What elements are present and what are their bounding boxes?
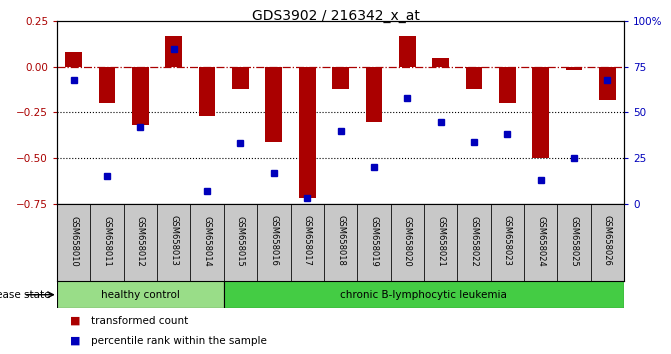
Text: GSM658010: GSM658010 xyxy=(69,216,79,266)
Text: ■: ■ xyxy=(70,336,81,346)
Text: GSM658016: GSM658016 xyxy=(269,216,278,266)
Text: GSM658024: GSM658024 xyxy=(536,216,545,266)
Bar xyxy=(590,204,624,281)
Text: GSM658021: GSM658021 xyxy=(436,216,445,266)
Text: GDS3902 / 216342_x_at: GDS3902 / 216342_x_at xyxy=(252,9,419,23)
Bar xyxy=(166,36,182,67)
Bar xyxy=(91,204,123,281)
Bar xyxy=(299,67,315,198)
Bar xyxy=(524,204,558,281)
Bar xyxy=(224,281,624,308)
Bar xyxy=(57,204,91,281)
Bar xyxy=(357,204,391,281)
Bar xyxy=(499,67,515,103)
Text: GSM658013: GSM658013 xyxy=(169,216,178,266)
Text: transformed count: transformed count xyxy=(91,316,188,326)
Text: GSM658023: GSM658023 xyxy=(503,216,512,266)
Bar xyxy=(324,204,357,281)
Bar xyxy=(99,67,115,103)
Bar xyxy=(566,67,582,70)
Bar xyxy=(457,204,491,281)
Text: GSM658014: GSM658014 xyxy=(203,216,211,266)
Text: GSM658020: GSM658020 xyxy=(403,216,412,266)
Bar xyxy=(266,67,282,142)
Bar xyxy=(191,204,224,281)
Bar xyxy=(257,204,291,281)
Text: GSM658025: GSM658025 xyxy=(570,216,578,266)
Text: GSM658019: GSM658019 xyxy=(369,216,378,266)
Bar xyxy=(123,204,157,281)
Text: healthy control: healthy control xyxy=(101,290,180,300)
Bar xyxy=(424,204,457,281)
Bar xyxy=(232,67,249,89)
Bar xyxy=(157,204,191,281)
Bar xyxy=(432,58,449,67)
Bar xyxy=(466,67,482,89)
Text: chronic B-lymphocytic leukemia: chronic B-lymphocytic leukemia xyxy=(340,290,507,300)
Bar xyxy=(558,204,590,281)
Bar xyxy=(399,36,415,67)
Text: percentile rank within the sample: percentile rank within the sample xyxy=(91,336,266,346)
Bar xyxy=(65,52,82,67)
Bar xyxy=(199,67,215,116)
Text: GSM658017: GSM658017 xyxy=(303,216,312,266)
Bar xyxy=(224,204,257,281)
Text: disease state: disease state xyxy=(0,290,50,300)
Bar xyxy=(366,67,382,121)
Text: ■: ■ xyxy=(70,316,81,326)
Bar xyxy=(491,204,524,281)
Text: GSM658022: GSM658022 xyxy=(470,216,478,266)
Text: GSM658011: GSM658011 xyxy=(103,216,111,266)
Text: GSM658026: GSM658026 xyxy=(603,216,612,266)
Bar xyxy=(532,67,549,158)
Bar xyxy=(291,204,324,281)
Text: GSM658012: GSM658012 xyxy=(136,216,145,266)
Bar xyxy=(332,67,349,89)
Text: GSM658018: GSM658018 xyxy=(336,216,345,266)
Bar xyxy=(57,281,224,308)
Text: GSM658015: GSM658015 xyxy=(236,216,245,266)
Bar xyxy=(132,67,149,125)
Bar xyxy=(391,204,424,281)
Bar xyxy=(599,67,616,99)
